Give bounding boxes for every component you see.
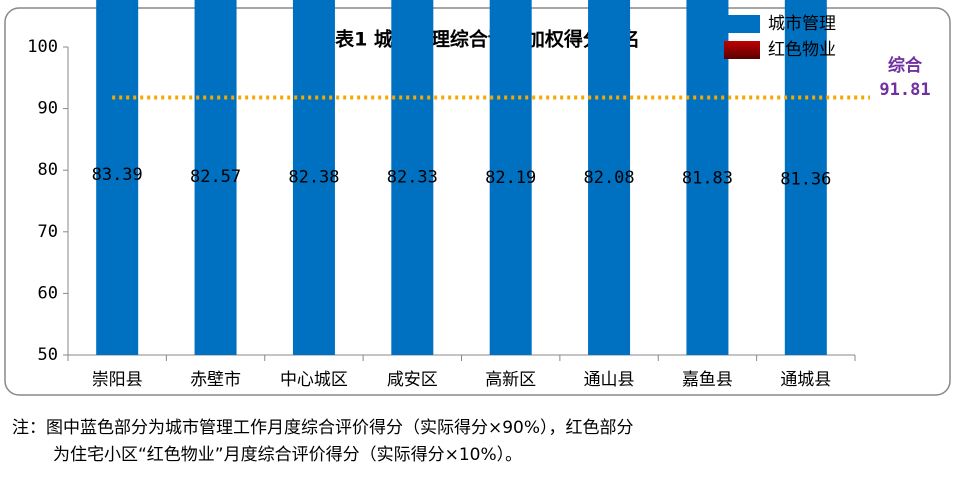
bar-segment <box>194 0 237 355</box>
y-tick-label: 80 <box>38 160 58 180</box>
value-label: 82.19 <box>485 168 536 188</box>
bar-segment <box>784 0 827 356</box>
note: 注：图中蓝色部分为城市管理工作月度综合评价得分（实际得分×90%），红色部分 <box>12 418 634 438</box>
note: 为住宅小区“红色物业”月度综合评价得分（实际得分×10%）。 <box>53 445 522 465</box>
legend-swatch <box>724 15 760 33</box>
bar-segment <box>489 0 532 355</box>
x-tick-label: 咸安区 <box>387 370 438 390</box>
value-label: 82.33 <box>387 167 438 187</box>
x-tick-label: 通山县 <box>584 370 635 390</box>
value-label: 83.39 <box>92 165 143 185</box>
reference-value: 91.81 <box>879 80 930 100</box>
x-tick-label: 中心城区 <box>280 370 348 390</box>
x-tick-label: 赤壁市 <box>190 370 241 390</box>
x-tick-label: 嘉鱼县 <box>682 370 733 390</box>
value-label: 81.83 <box>682 169 733 189</box>
bar-segment <box>391 0 434 355</box>
value-label: 82.08 <box>583 168 634 188</box>
y-tick-label: 50 <box>38 345 58 365</box>
y-tick-label: 90 <box>38 99 58 119</box>
x-tick-label: 通城县 <box>780 370 831 390</box>
bar-segment <box>686 0 729 356</box>
bar-segment <box>96 0 139 355</box>
y-tick-label: 70 <box>38 222 58 242</box>
legend-label: 城市管理 <box>768 14 836 34</box>
y-tick-label: 60 <box>38 283 58 303</box>
legend-label: 红色物业 <box>768 40 836 60</box>
x-tick-label: 高新区 <box>485 370 536 390</box>
bar-segment <box>292 0 335 356</box>
value-label: 82.57 <box>190 167 241 187</box>
x-tick-label: 崇阳县 <box>92 370 143 390</box>
bar-segment <box>588 0 631 355</box>
y-tick-label: 100 <box>27 37 58 57</box>
reference-label: 综合 <box>888 55 923 76</box>
value-label: 81.36 <box>780 170 831 190</box>
value-label: 82.38 <box>288 167 339 187</box>
legend-swatch <box>724 41 760 59</box>
